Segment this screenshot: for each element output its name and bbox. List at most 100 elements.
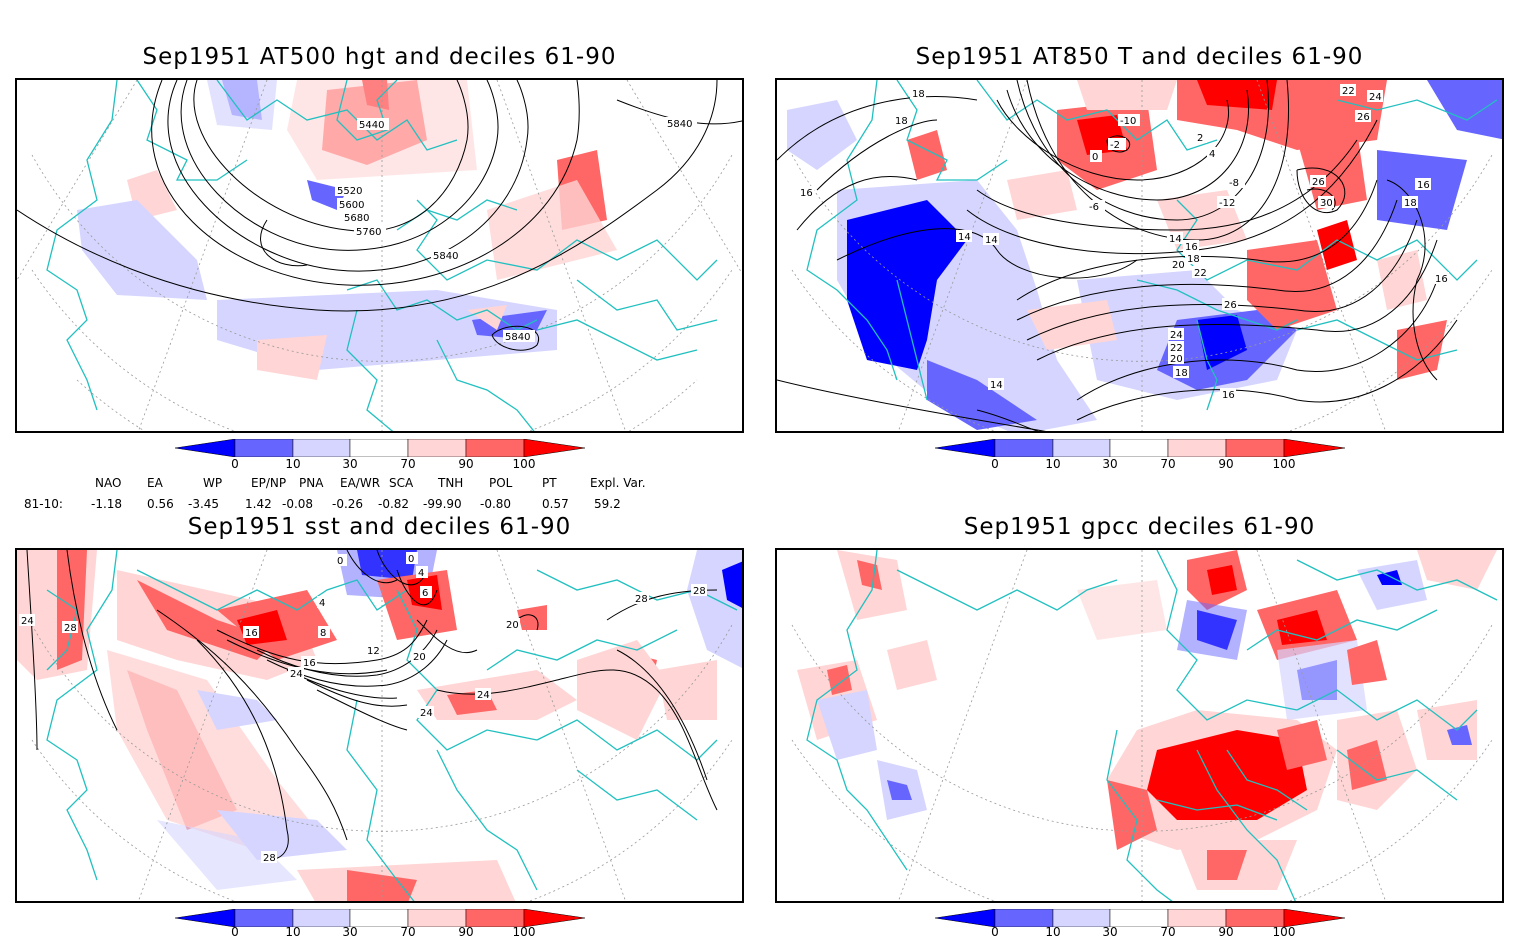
- contour-label: 24: [420, 708, 433, 719]
- contour-label: 28: [263, 853, 276, 864]
- colorbar-tick: 0: [231, 457, 239, 471]
- contour-label: 26: [1312, 177, 1325, 188]
- contour-label: -10: [1120, 116, 1136, 127]
- contour-label: -12: [1219, 198, 1235, 209]
- contour-label: 24: [1369, 92, 1382, 103]
- index-value: -3.45: [188, 497, 220, 511]
- contour-label: -6: [1089, 202, 1099, 213]
- colorbar-graphic: [934, 438, 1346, 458]
- contour-label: 14: [985, 235, 998, 246]
- contour-label: 5840: [505, 332, 530, 343]
- colorbar-tick: 30: [1102, 457, 1118, 471]
- index-name: EA: [147, 476, 163, 490]
- contour-label: 24: [290, 669, 303, 680]
- contour-label: 20: [413, 652, 426, 663]
- contour-label: 26: [1357, 112, 1370, 123]
- panel2-title: Sep1951 AT850 T and deciles 61-90: [915, 44, 1364, 70]
- colorbar-tick: 0: [231, 925, 239, 939]
- contour-label: 20: [1172, 260, 1185, 271]
- contour-label: 5440: [359, 120, 384, 131]
- index-name: POL: [489, 476, 513, 490]
- index-value: -0.26: [332, 497, 364, 511]
- colorbar-tick: 0: [991, 457, 999, 471]
- colorbar-tick: 10: [285, 457, 301, 471]
- contour-label: 20: [1170, 354, 1183, 365]
- contour-label: -2: [1110, 140, 1120, 151]
- colorbar-tick: 30: [342, 925, 358, 939]
- index-row-label: 81-10:: [24, 497, 63, 511]
- panel2-map[interactable]: 18 18 16 14 14 -10 -2 0 2 4 -6 -8 -12 22…: [775, 78, 1504, 433]
- index-name: PNA: [299, 476, 324, 490]
- panel3-title: Sep1951 sst and deciles 61-90: [187, 514, 572, 540]
- colorbar-top-left: 0 10 30 70 90 100: [174, 438, 586, 475]
- contour-label: 22: [1342, 86, 1355, 97]
- contour-label: 5520: [337, 186, 362, 197]
- contour-label: 16: [245, 628, 258, 639]
- graticule: [791, 550, 1493, 901]
- contour-label: 16: [800, 188, 813, 199]
- contour-label: 14: [958, 232, 971, 243]
- index-name: PT: [542, 476, 557, 490]
- colorbar-tick: 70: [400, 457, 416, 471]
- contour-label: 18: [1404, 198, 1417, 209]
- colorbar-tick: 100: [1272, 457, 1296, 471]
- contour-label: 0: [408, 554, 414, 565]
- contour-label: 14: [990, 380, 1003, 391]
- contour-label: 18: [1175, 368, 1188, 379]
- colorbar-tick: 90: [1218, 457, 1234, 471]
- contour-label: 24: [21, 616, 34, 627]
- contour-label: 18: [912, 89, 925, 100]
- panel3-map[interactable]: 24 28 28 28 0 0 4 4 6 8 12 16 16 20 24 2…: [15, 548, 744, 903]
- contours: [17, 80, 742, 351]
- index-value: 59.2: [594, 497, 621, 511]
- contour-label: 12: [367, 646, 380, 657]
- colorbar-tick: 10: [1045, 925, 1061, 939]
- index-name: WP: [203, 476, 223, 490]
- decile-shading: [797, 550, 1497, 890]
- colorbar-bottom-left: 0 10 30 70 90 100: [174, 908, 586, 940]
- colorbar-tick: 10: [285, 925, 301, 939]
- contour-labels: 18 18 16 14 14 -10 -2 0 2 4 -6 -8 -12 22…: [798, 84, 1449, 401]
- contour-label: 5840: [433, 251, 458, 262]
- panel1-map[interactable]: 5440 5520 5600 5680 5760 5840 5840 5840: [15, 78, 744, 433]
- contour-label: 22: [1170, 343, 1183, 354]
- contour-label: 14: [1169, 234, 1182, 245]
- contour-label: 24: [1170, 330, 1183, 341]
- index-name: TNH: [438, 476, 464, 490]
- colorbar-tick: 70: [400, 925, 416, 939]
- decile-shading: [777, 80, 1502, 431]
- index-value: -0.82: [378, 497, 410, 511]
- index-value: -1.18: [91, 497, 123, 511]
- index-name: EP/NP: [251, 476, 287, 490]
- index-value: 0.57: [542, 497, 569, 511]
- contour-label: -8: [1229, 178, 1239, 189]
- graticule: [791, 80, 1493, 431]
- index-value: -99.90: [423, 497, 462, 511]
- panel4-map[interactable]: [775, 548, 1504, 903]
- contour-labels: 24 28 28 28 0 0 4 4 6 8 12 16 16 20 24 2…: [19, 552, 707, 864]
- colorbar-graphic: [934, 908, 1346, 928]
- colorbar-graphic: [174, 908, 586, 928]
- index-value: 1.42: [245, 497, 272, 511]
- contour-labels: 5440 5520 5600 5680 5760 5840 5840 5840: [335, 117, 697, 343]
- colorbar-tick: 100: [1272, 925, 1296, 939]
- index-name: NAO: [95, 476, 122, 490]
- coastlines: [806, 550, 1498, 901]
- colorbar-tick: 30: [1102, 925, 1118, 939]
- contour-label: 16: [1417, 180, 1430, 191]
- contour-label: 5760: [356, 227, 381, 238]
- coastlines: [806, 80, 1498, 411]
- contour-label: 4: [1209, 149, 1215, 160]
- contour-label: 5600: [339, 200, 364, 211]
- contour-label: 20: [506, 620, 519, 631]
- contour-label: 5680: [344, 213, 369, 224]
- graticule: [31, 550, 733, 901]
- contour-label: 8: [320, 628, 326, 639]
- colorbar-tick: 0: [991, 925, 999, 939]
- colorbar-bottom-right: 0 10 30 70 90 100: [934, 908, 1346, 940]
- contour-label: 0: [337, 556, 343, 567]
- colorbar-tick: 100: [512, 457, 536, 471]
- colorbar-tick: 100: [512, 925, 536, 939]
- contour-label: 30: [1320, 198, 1333, 209]
- contour-label: 6: [422, 588, 428, 599]
